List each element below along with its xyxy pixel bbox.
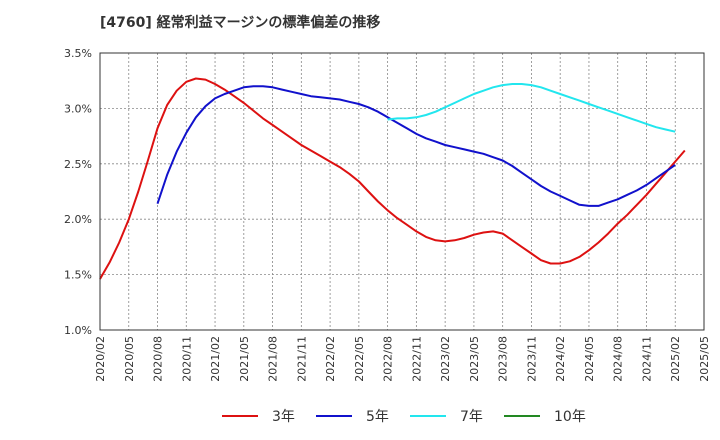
x-tick-label: 2021/02 <box>209 336 222 382</box>
x-tick-label: 2021/08 <box>267 336 280 382</box>
legend-item: 5年 <box>316 404 389 428</box>
x-axis-tick-labels: 2020/02 2020/05 2020/08 2020/11 2021/02 2021/… <box>94 336 711 382</box>
x-tick-label: 2023/02 <box>439 336 452 382</box>
chart-title: [4760] 経常利益マージンの標準偏差の推移 <box>100 15 381 31</box>
horizontal-gridlines <box>100 108 704 276</box>
x-tick-label: 2021/11 <box>295 336 308 382</box>
x-tick-label: 2024/05 <box>583 336 596 382</box>
legend-label: 7年 <box>460 409 483 425</box>
x-tick-label: 2025/05 <box>698 336 711 382</box>
legend-item: 7年 <box>410 404 483 428</box>
x-tick-label: 2024/11 <box>640 336 653 382</box>
x-tick-label: 2021/05 <box>238 336 251 382</box>
x-tick-label: 2020/02 <box>94 336 107 382</box>
legend-label: 5年 <box>366 409 389 425</box>
y-tick-label: 2.5% <box>64 158 92 171</box>
plot-frame <box>99 52 705 331</box>
legend-swatch <box>410 415 446 417</box>
x-tick-label: 2022/05 <box>353 336 366 382</box>
x-tick-label: 2024/08 <box>612 336 625 382</box>
legend-item: 10年 <box>504 404 586 428</box>
y-tick-label: 3.0% <box>64 102 92 115</box>
legend-label: 3年 <box>272 409 295 425</box>
series-lines <box>99 77 686 280</box>
legend-item: 3年 <box>222 404 295 428</box>
x-tick-label: 2025/02 <box>669 336 682 382</box>
legend-swatch <box>504 415 540 417</box>
plot-background <box>100 53 704 330</box>
y-tick-label: 1.5% <box>64 269 92 282</box>
x-tick-label: 2023/11 <box>525 336 538 382</box>
series-line-5年 <box>156 85 676 207</box>
y-tick-label: 1.0% <box>64 324 92 337</box>
x-tick-label: 2020/11 <box>180 336 193 382</box>
legend-label: 10年 <box>554 409 586 425</box>
x-tick-label: 2023/05 <box>468 336 481 382</box>
x-tick-label: 2022/02 <box>324 336 337 382</box>
series-line-7年 <box>387 83 676 133</box>
x-tick-label: 2020/08 <box>152 336 165 382</box>
series-line-3年 <box>99 77 686 280</box>
y-tick-label: 3.5% <box>64 47 92 60</box>
legend-swatch <box>316 415 352 417</box>
x-tick-label: 2024/02 <box>554 336 567 382</box>
x-tick-label: 2022/08 <box>382 336 395 382</box>
legend: 3年 5年 7年 10年 <box>0 404 720 428</box>
x-tick-label: 2020/05 <box>123 336 136 382</box>
x-tick-label: 2023/08 <box>497 336 510 382</box>
legend-swatch <box>222 415 258 417</box>
x-tick-label: 2022/11 <box>410 336 423 382</box>
y-tick-label: 2.0% <box>64 213 92 226</box>
y-axis-tick-labels: 1.0% 1.5% 2.0% 2.5% 3.0% 3.5% <box>64 47 92 337</box>
